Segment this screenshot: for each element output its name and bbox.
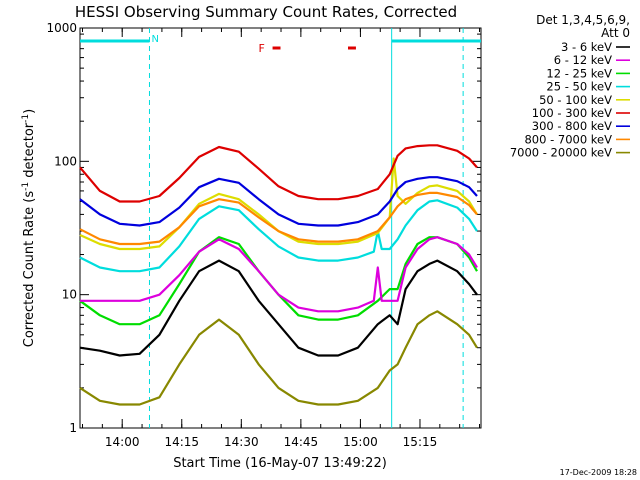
legend-header-attenuator: Att 0 [601, 26, 630, 40]
x-tick-label: 14:45 [284, 435, 319, 449]
legend-label: 6 - 12 keV [554, 53, 612, 67]
series-line-2 [79, 236, 478, 326]
x-tick-label: 15:15 [403, 435, 438, 449]
plot-axes: 14:00 14:15 14:30 14:45 15:00 15:15 1 10 100 1000 [46, 21, 482, 449]
series-line-5 [79, 144, 478, 203]
x-tick-label: 14:15 [164, 435, 199, 449]
legend-label: 7000 - 20000 keV [510, 146, 612, 160]
y-tick-label: 1000 [46, 21, 77, 35]
y-axis-title: Corrected Count Rate (s-1 detector-1) [21, 109, 37, 347]
legend-label: 50 - 100 keV [539, 93, 612, 107]
legend-label: 300 - 800 keV [532, 119, 612, 133]
x-tick-label: 14:00 [105, 435, 140, 449]
series-line-3 [79, 199, 478, 273]
series-line-8 [79, 310, 478, 406]
plot-frame [79, 27, 482, 429]
x-tick-label: 15:00 [343, 435, 378, 449]
y-tick-label: 1 [69, 421, 77, 435]
y-tick-label: 10 [62, 288, 77, 302]
legend-header-detectors: Det 1,3,4,5,6,9, [536, 13, 630, 27]
x-tick-label: 14:30 [224, 435, 259, 449]
legend-label: 25 - 50 keV [546, 80, 612, 94]
plot-annotations: NF [80, 28, 481, 428]
timestamp: 17-Dec-2009 18:28 [560, 468, 637, 477]
series-line-0 [79, 259, 478, 357]
series-line-6 [79, 176, 478, 227]
night-label: N [151, 34, 158, 45]
x-axis-title: Start Time (16-May-07 13:49:22) [173, 456, 387, 471]
legend-label: 100 - 300 keV [532, 106, 612, 120]
flare-label: F [259, 42, 265, 55]
chart-title: HESSI Observing Summary Count Rates, Cor… [75, 3, 457, 21]
legend-label: 3 - 6 keV [561, 40, 612, 54]
series-line-1 [80, 236, 478, 313]
legend-label: 800 - 7000 keV [524, 132, 612, 146]
plot-series [79, 144, 478, 406]
series-line-4 [79, 157, 478, 251]
y-tick-label: 100 [54, 154, 77, 168]
legend-label: 12 - 25 keV [546, 66, 612, 80]
series-line-7 [79, 191, 478, 246]
